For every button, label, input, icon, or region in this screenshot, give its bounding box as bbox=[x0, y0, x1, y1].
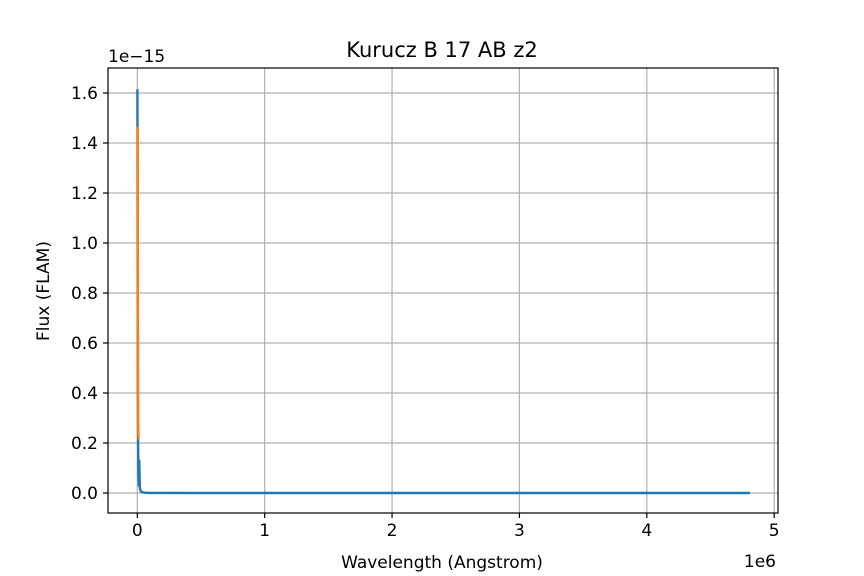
y-tick-label: 1.0 bbox=[71, 234, 98, 254]
x-axis-offset-text: 1e6 bbox=[744, 552, 776, 572]
x-tick-label: 5 bbox=[769, 521, 780, 541]
y-axis-label: Flux (FLAM) bbox=[34, 241, 54, 341]
y-tick-label: 0.6 bbox=[71, 334, 98, 354]
x-tick-label: 3 bbox=[514, 521, 525, 541]
x-tick-label: 4 bbox=[641, 521, 652, 541]
y-tick-label: 1.2 bbox=[71, 184, 98, 204]
y-tick-label: 0.2 bbox=[71, 434, 98, 454]
chart-title: Kurucz B 17 AB z2 bbox=[346, 38, 538, 62]
y-axis-offset-text: 1e−15 bbox=[108, 47, 165, 67]
ticks: 0 1 2 3 4 5 0.0 0.2 0.4 0.6 0.8 1.0 1.2 1.4 1.6 bbox=[71, 84, 780, 541]
y-tick-label: 0.0 bbox=[71, 484, 98, 504]
y-tick-label: 0.4 bbox=[71, 384, 98, 404]
series-group bbox=[136, 89, 750, 495]
x-tick-label: 2 bbox=[387, 521, 398, 541]
grid bbox=[108, 68, 778, 513]
series-line-2 bbox=[136, 126, 140, 440]
y-tick-label: 1.4 bbox=[71, 134, 98, 154]
x-tick-label: 0 bbox=[132, 521, 143, 541]
x-axis-label: Wavelength (Angstrom) bbox=[341, 553, 543, 573]
y-tick-label: 0.8 bbox=[71, 284, 98, 304]
y-tick-label: 1.6 bbox=[71, 84, 98, 104]
x-tick-label: 1 bbox=[259, 521, 270, 541]
axes-frame bbox=[107, 67, 779, 514]
